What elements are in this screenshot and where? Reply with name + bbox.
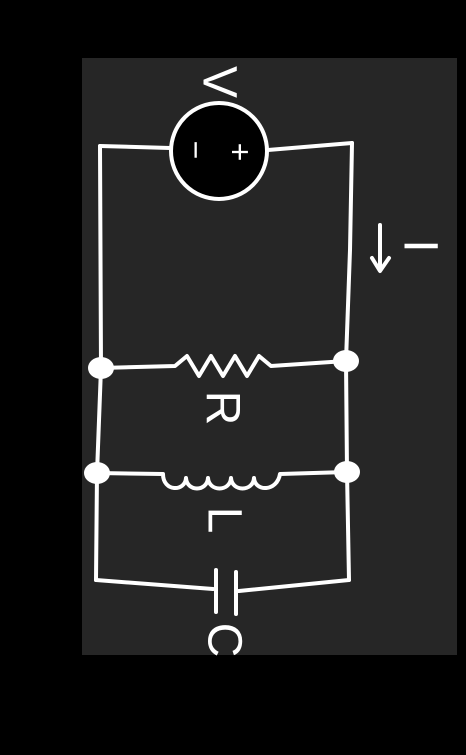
board <box>82 58 457 655</box>
wire-top-left <box>98 144 172 150</box>
current-label: I <box>394 239 447 252</box>
source-plus-label: + <box>222 143 258 162</box>
source-minus-label: − <box>178 141 214 160</box>
wire-left-rail <box>94 144 103 582</box>
wire-capacitor-right <box>237 578 351 593</box>
resistor-symbol <box>99 354 348 378</box>
current-arrow <box>370 223 391 273</box>
voltage-label: V <box>193 66 246 98</box>
wire-top-right <box>266 141 354 152</box>
junction-dot <box>88 357 114 379</box>
inductor-symbol <box>95 470 349 491</box>
wire-capacitor-left <box>94 578 215 591</box>
inductor-label: L <box>198 507 251 534</box>
junction-dot <box>333 350 359 372</box>
capacitor-label: C <box>198 623 251 658</box>
junction-dot <box>334 461 360 483</box>
voltage-source <box>169 101 269 201</box>
resistor-label: R <box>196 391 249 426</box>
junction-dot <box>84 462 110 484</box>
